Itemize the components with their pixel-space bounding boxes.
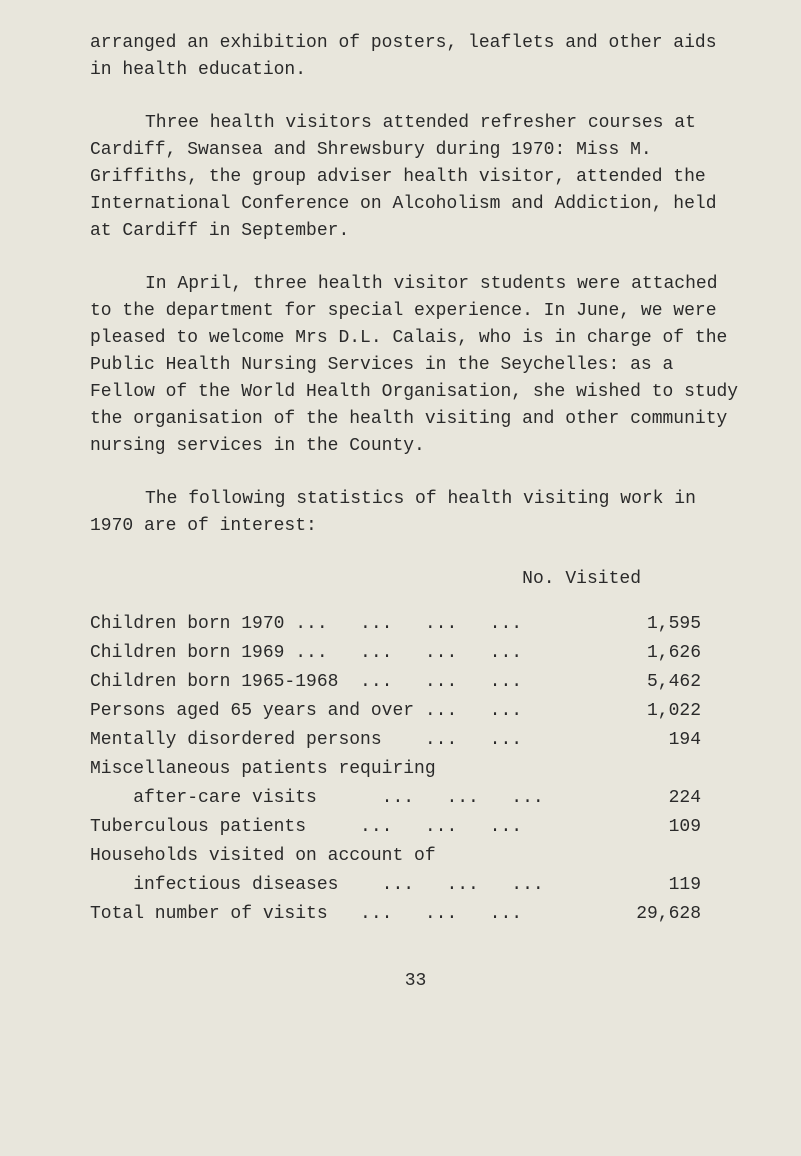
stat-value: 224 <box>611 785 741 812</box>
paragraph-3: In April, three health visitor students … <box>90 271 741 460</box>
stat-label: Households visited on account of <box>90 843 611 870</box>
stats-table: Children born 1970 ... ... ... ... 1,595… <box>90 611 741 928</box>
stat-row: Persons aged 65 years and over ... ... 1… <box>90 698 741 725</box>
stat-label: after-care visits ... ... ... <box>90 785 611 812</box>
stat-label: Children born 1969 ... ... ... ... <box>90 640 611 667</box>
stat-label: Children born 1970 ... ... ... ... <box>90 611 611 638</box>
stat-row: Households visited on account of <box>90 843 741 870</box>
page-number: 33 <box>90 968 741 995</box>
stat-row: Tuberculous patients ... ... ... 109 <box>90 814 741 841</box>
stat-value: 1,595 <box>611 611 741 638</box>
stats-heading: No. Visited <box>90 566 741 593</box>
stat-label: Persons aged 65 years and over ... ... <box>90 698 611 725</box>
stat-row: Children born 1970 ... ... ... ... 1,595 <box>90 611 741 638</box>
stat-label: Mentally disordered persons ... ... <box>90 727 611 754</box>
stat-row: Children born 1969 ... ... ... ... 1,626 <box>90 640 741 667</box>
paragraph-4: The following statistics of health visit… <box>90 486 741 540</box>
stat-row: Total number of visits ... ... ... 29,62… <box>90 901 741 928</box>
stat-label: Total number of visits ... ... ... <box>90 901 611 928</box>
stat-label: Tuberculous patients ... ... ... <box>90 814 611 841</box>
stat-row: after-care visits ... ... ... 224 <box>90 785 741 812</box>
stat-value: 5,462 <box>611 669 741 696</box>
paragraph-2: Three health visitors attended refresher… <box>90 110 741 245</box>
stat-value: 29,628 <box>611 901 741 928</box>
document-page: arranged an exhibition of posters, leafl… <box>0 0 801 1025</box>
stat-label: Children born 1965-1968 ... ... ... <box>90 669 611 696</box>
stat-row: Mentally disordered persons ... ... 194 <box>90 727 741 754</box>
paragraph-1: arranged an exhibition of posters, leafl… <box>90 30 741 84</box>
stat-value: 119 <box>611 872 741 899</box>
stat-row: Children born 1965-1968 ... ... ... 5,46… <box>90 669 741 696</box>
stat-value: 109 <box>611 814 741 841</box>
stat-value: 1,022 <box>611 698 741 725</box>
stat-row: Miscellaneous patients requiring <box>90 756 741 783</box>
stat-label: infectious diseases ... ... ... <box>90 872 611 899</box>
stat-row: infectious diseases ... ... ... 119 <box>90 872 741 899</box>
stat-label: Miscellaneous patients requiring <box>90 756 611 783</box>
stat-value: 1,626 <box>611 640 741 667</box>
stat-value: 194 <box>611 727 741 754</box>
